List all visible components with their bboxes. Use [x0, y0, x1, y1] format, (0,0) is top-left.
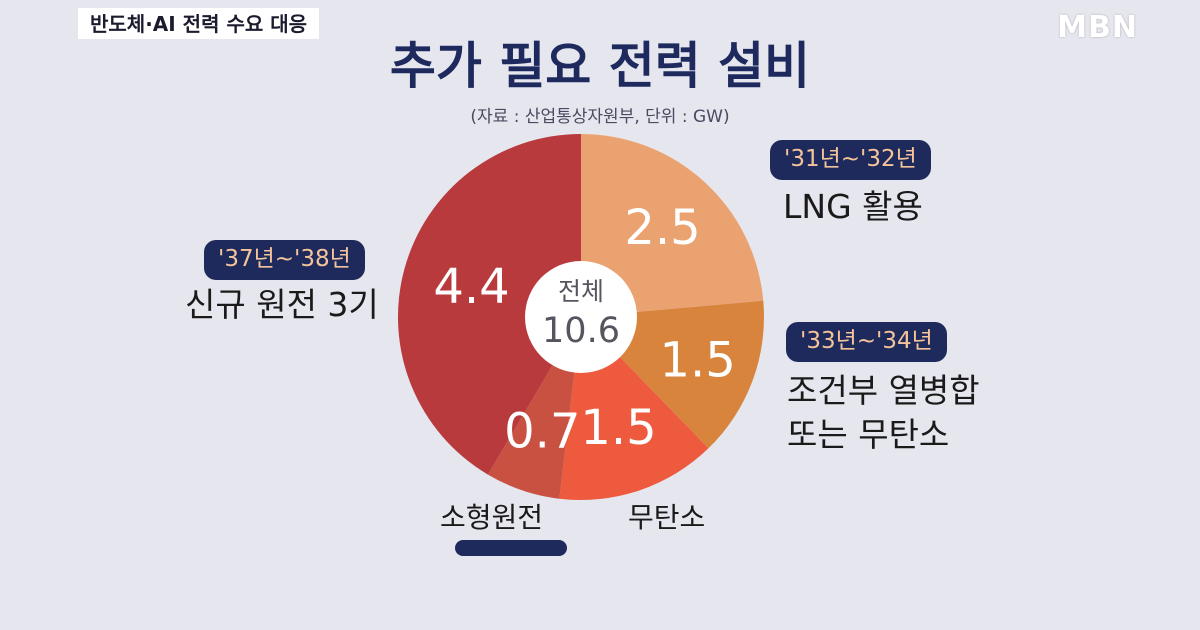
donut-hole: [525, 261, 637, 373]
label-smr: 소형원전: [440, 501, 544, 534]
label-nuclear: 신규 원전 3기: [185, 285, 379, 324]
center-label: 전체: [558, 277, 604, 306]
pie-slice: [581, 134, 764, 317]
label-chp-line1: 조건부 열병합: [787, 371, 980, 410]
label-chp-line2: 또는 무탄소: [787, 415, 950, 454]
period-badge-mid: [455, 540, 567, 556]
slice-value-label: 4.4: [433, 259, 509, 315]
period-badge-lng: '31년~'32년: [770, 140, 931, 180]
broadcaster-logo: MBN: [1057, 10, 1138, 45]
period-badge-nuclear: '37년~'38년: [204, 240, 365, 280]
slice-value-label: 2.5: [624, 200, 700, 256]
topic-tag: 반도체·AI 전력 수요 대응: [78, 8, 320, 39]
slice-value-label: 1.5: [659, 332, 735, 388]
source-note: (자료 : 산업통상자원부, 단위 : GW): [470, 107, 730, 127]
pie-slice: [398, 134, 581, 475]
slice-value-label: 1.5: [580, 400, 656, 456]
period-badge-chp: '33년~'34년: [786, 322, 947, 362]
label-carbonfree: 무탄소: [628, 501, 706, 534]
chart-title: 추가 필요 전력 설비: [389, 37, 811, 95]
slice-value-label: 0.7: [504, 403, 580, 459]
center-value: 10.6: [542, 311, 620, 351]
label-lng: LNG 활용: [783, 187, 923, 226]
